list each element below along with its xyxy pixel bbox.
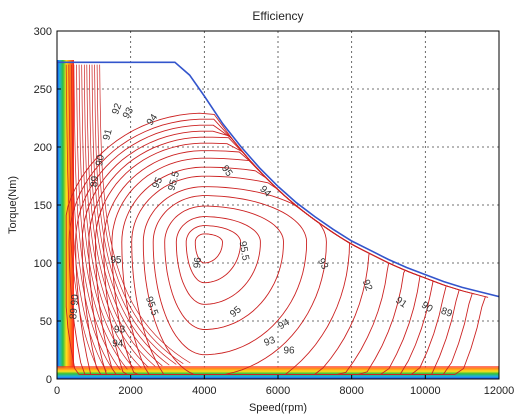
y-tick-label: 50: [40, 316, 52, 328]
y-tick-label: 200: [34, 142, 52, 154]
y-tick-label: 0: [46, 374, 52, 386]
y-tick-label: 150: [34, 200, 52, 212]
x-tick-label: 6000: [266, 385, 290, 397]
contour-label: 95.5: [237, 240, 251, 262]
efficiency-contour-line: [175, 216, 261, 305]
contour-label: 94: [112, 339, 124, 350]
contour-label: 92: [110, 102, 124, 117]
efficiency-contour-line: [76, 64, 128, 370]
efficiency-contour-line: [96, 64, 184, 364]
axis-ticks: 0 2000 4000 6000 8000 10000 12000 0 50 100 150 200 2…: [34, 26, 515, 397]
x-tick-label: 10000: [410, 385, 441, 397]
efficiency-contour-line: [194, 233, 223, 264]
grid-lines: [57, 31, 499, 379]
efficiency-contour-line: [99, 64, 191, 364]
efficiency-contour-line: [65, 64, 100, 373]
x-tick-label: 12000: [484, 385, 515, 397]
contour-label: 96: [283, 345, 295, 356]
efficiency-contour-line: [185, 225, 242, 284]
efficiency-contour-line: [71, 64, 114, 371]
efficiency-contour-line: [83, 64, 149, 368]
chart-title: Efficiency: [252, 9, 303, 23]
contour-label: 89: [439, 306, 454, 320]
y-tick-label: 250: [34, 84, 52, 96]
y-tick-label: 100: [34, 258, 52, 270]
efficiency-contour-line: [65, 112, 489, 375]
contour-label: 93: [114, 325, 126, 336]
contour-label: 93: [121, 105, 136, 121]
contour-label: 94: [277, 317, 293, 332]
contour-label: 95.5: [166, 170, 182, 192]
contour-label: 96: [192, 256, 204, 268]
efficiency-contours: [65, 64, 489, 375]
efficiency-contour-line: [152, 195, 308, 356]
y-tick-label: 300: [34, 26, 52, 38]
contour-label: 92: [360, 278, 374, 293]
x-tick-label: 4000: [192, 385, 216, 397]
efficiency-contour-line: [89, 64, 163, 367]
contour-label: 89 90: [68, 293, 81, 319]
efficiency-contour-line: [73, 64, 121, 371]
contour-label: 95: [110, 255, 122, 266]
contour-label: 91: [101, 128, 115, 142]
contour-label: 89: [89, 175, 101, 187]
x-tick-label: 0: [54, 385, 60, 397]
x-tick-label: 2000: [118, 385, 142, 397]
efficiency-contour-line: [142, 186, 327, 375]
efficiency-contour-line: [94, 64, 177, 365]
efficiency-contour-line: [78, 64, 135, 369]
contour-label: 90: [94, 154, 107, 167]
contour-labels: 9695.595.595.595959594949494939393939292…: [68, 102, 454, 357]
efficiency-contour-line: [164, 205, 284, 330]
contour-label: 93: [315, 257, 330, 273]
x-tick-label: 8000: [339, 385, 363, 397]
max-torque-envelope-line: [57, 61, 499, 298]
contour-label: 93: [263, 335, 278, 349]
y-axis-title: Torque(Nm): [7, 176, 19, 234]
efficiency-contour-line: [91, 64, 170, 366]
efficiency-contour-line: [86, 64, 156, 367]
contour-label: 95: [151, 175, 166, 190]
efficiency-contour-line: [68, 64, 107, 372]
x-axis-title: Speed(rpm): [249, 402, 307, 414]
efficiency-contour-line: [81, 64, 142, 369]
